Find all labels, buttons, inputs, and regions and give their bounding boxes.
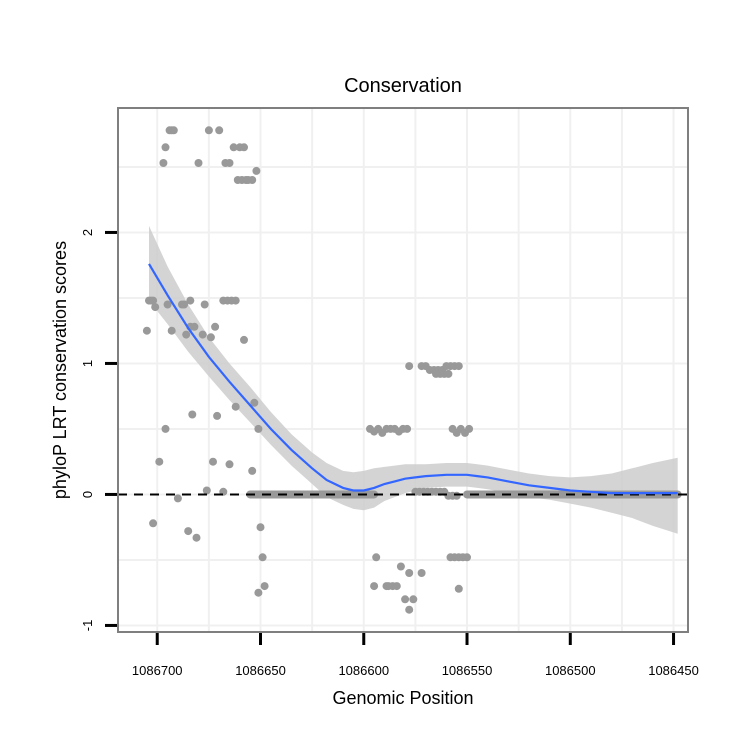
data-point bbox=[372, 553, 381, 562]
data-point bbox=[409, 595, 418, 604]
data-point bbox=[225, 159, 234, 167]
data-point bbox=[167, 326, 176, 335]
smooth-line-layer bbox=[148, 263, 678, 495]
data-point bbox=[465, 424, 474, 433]
data-point bbox=[194, 159, 203, 167]
data-point bbox=[403, 424, 412, 433]
data-point bbox=[142, 326, 151, 335]
x-tick-label: 1086450 bbox=[648, 663, 699, 678]
data-point bbox=[444, 369, 453, 378]
data-point bbox=[417, 569, 426, 577]
data-point bbox=[454, 584, 463, 593]
data-point bbox=[186, 296, 195, 305]
data-point bbox=[446, 553, 455, 562]
data-point bbox=[149, 519, 158, 528]
data-point bbox=[163, 300, 172, 309]
data-point bbox=[392, 582, 401, 591]
confidence-ribbon bbox=[149, 225, 678, 534]
x-tick-label: 1086600 bbox=[338, 663, 389, 678]
data-point bbox=[260, 582, 269, 591]
x-tick-label: 1086550 bbox=[442, 663, 493, 678]
data-point bbox=[149, 296, 158, 305]
data-point bbox=[192, 533, 201, 542]
data-point bbox=[209, 457, 217, 466]
data-point bbox=[401, 595, 410, 604]
data-point bbox=[161, 424, 170, 433]
data-point bbox=[155, 457, 164, 466]
data-point bbox=[204, 126, 213, 135]
smooth-fit-line bbox=[148, 263, 678, 495]
data-point bbox=[231, 402, 240, 411]
data-point bbox=[169, 126, 178, 135]
data-point bbox=[202, 486, 211, 495]
data-point bbox=[229, 143, 238, 152]
y-axis-label: phyloP LRT conservation scores bbox=[50, 241, 70, 499]
data-point bbox=[405, 362, 414, 371]
y-tick-label: 2 bbox=[80, 229, 95, 236]
data-point bbox=[454, 553, 463, 562]
data-point bbox=[370, 582, 379, 591]
chart-title: Conservation bbox=[344, 75, 462, 97]
data-point bbox=[452, 491, 461, 500]
confidence-ribbon-layer bbox=[149, 225, 678, 534]
panel-border bbox=[117, 107, 689, 633]
data-point bbox=[211, 322, 220, 331]
data-point bbox=[225, 460, 234, 469]
x-tick-label: 1086500 bbox=[545, 663, 596, 678]
data-point bbox=[151, 303, 160, 312]
data-point bbox=[254, 588, 263, 597]
data-point bbox=[215, 126, 224, 135]
data-point bbox=[184, 527, 193, 536]
data-point bbox=[231, 296, 240, 305]
data-point bbox=[206, 333, 215, 342]
data-point bbox=[198, 330, 207, 339]
points-layer bbox=[118, 126, 688, 614]
data-point bbox=[254, 424, 263, 433]
x-axis-label: Genomic Position bbox=[332, 688, 473, 708]
data-point bbox=[200, 300, 209, 309]
y-tick-label: 1 bbox=[80, 360, 95, 367]
x-tick-label: 1086650 bbox=[235, 663, 286, 678]
data-point bbox=[188, 410, 197, 419]
axes: 1086700 1086650 1086600 1086550 1086500 10864… bbox=[80, 229, 699, 678]
data-point bbox=[248, 466, 257, 475]
data-point bbox=[182, 330, 191, 339]
data-point bbox=[240, 335, 248, 344]
data-point bbox=[252, 166, 261, 175]
data-point bbox=[258, 553, 267, 562]
data-point bbox=[396, 562, 405, 571]
x-tick-label: 1086700 bbox=[132, 663, 183, 678]
data-point bbox=[173, 494, 182, 503]
data-point bbox=[454, 362, 463, 371]
y-tick-label: 0 bbox=[80, 491, 95, 498]
data-point bbox=[250, 398, 259, 407]
data-point bbox=[405, 605, 414, 614]
data-point bbox=[240, 143, 248, 152]
data-point bbox=[248, 176, 257, 184]
data-point bbox=[213, 411, 222, 420]
data-point bbox=[161, 143, 170, 152]
data-point bbox=[256, 523, 265, 532]
data-point bbox=[180, 300, 189, 309]
data-point bbox=[159, 159, 168, 167]
data-point bbox=[405, 569, 414, 577]
y-tick-label: -1 bbox=[80, 620, 95, 632]
